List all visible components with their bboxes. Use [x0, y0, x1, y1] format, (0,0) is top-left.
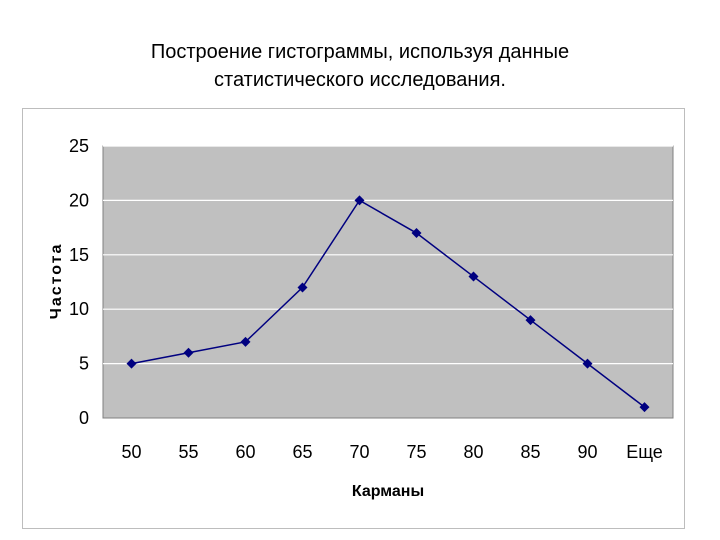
y-tick-label: 15 — [69, 245, 89, 265]
x-tick-label: 90 — [577, 442, 597, 462]
data-point — [468, 271, 479, 282]
x-tick-label: 85 — [520, 442, 540, 462]
x-tick-label: 65 — [292, 442, 312, 462]
data-point — [411, 228, 422, 239]
x-tick-label: 50 — [121, 442, 141, 462]
x-tick-labels: 50 55 60 65 70 75 80 85 90 Еще — [121, 442, 662, 462]
x-tick-label: 60 — [235, 442, 255, 462]
y-tick-label: 0 — [79, 408, 89, 428]
data-point — [354, 195, 365, 206]
y-tick-label: 10 — [69, 299, 89, 319]
title-line-2: статистического исследования. — [214, 69, 506, 91]
y-axis-title: Частота — [48, 243, 65, 320]
series-line — [131, 199, 645, 408]
y-tick-labels: 0 5 10 15 20 25 — [69, 136, 89, 428]
data-point — [639, 402, 650, 413]
gridlines — [103, 145, 673, 365]
x-tick-label: Еще — [626, 442, 663, 462]
chart-frame — [22, 108, 685, 529]
series-group — [126, 195, 650, 413]
x-tick-label: 55 — [178, 442, 198, 462]
data-point — [525, 315, 536, 326]
x-tick-label: 75 — [406, 442, 426, 462]
y-tick-label: 20 — [69, 190, 89, 210]
x-axis-title: Карманы — [352, 483, 424, 500]
data-point — [240, 336, 251, 347]
data-point — [582, 358, 593, 369]
x-tick-label: 80 — [463, 442, 483, 462]
y-tick-label: 5 — [79, 354, 89, 374]
data-point — [183, 347, 194, 358]
plot-area — [102, 145, 674, 419]
data-point — [297, 282, 308, 293]
y-tick-label: 25 — [69, 136, 89, 156]
data-point — [126, 358, 137, 369]
x-tick-label: 70 — [349, 442, 369, 462]
slide-title: Построение гистограммы, используя данные… — [0, 38, 720, 94]
title-line-1: Построение гистограммы, используя данные — [150, 41, 570, 63]
